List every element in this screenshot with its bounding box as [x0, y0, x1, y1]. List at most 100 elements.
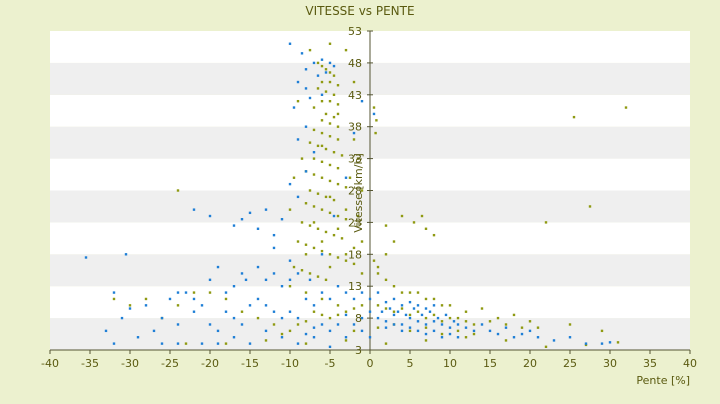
- y-tick-label: 18: [348, 248, 362, 261]
- data-point: [216, 329, 220, 333]
- data-point: [320, 323, 324, 326]
- data-point: [300, 221, 304, 224]
- data-point: [308, 141, 312, 144]
- data-point: [472, 329, 476, 333]
- data-point: [296, 316, 300, 320]
- data-point: [344, 291, 348, 294]
- data-point: [456, 329, 460, 333]
- data-point: [424, 332, 428, 336]
- data-point: [304, 291, 308, 294]
- data-point: [360, 99, 364, 103]
- data-point: [344, 208, 348, 211]
- data-points: [84, 42, 628, 349]
- data-point: [200, 304, 204, 307]
- data-point: [400, 291, 404, 294]
- data-point: [352, 329, 356, 333]
- data-point: [374, 131, 377, 135]
- data-point: [280, 316, 284, 320]
- data-point: [328, 122, 332, 125]
- data-point: [384, 278, 388, 282]
- data-point: [312, 304, 316, 307]
- data-point: [240, 323, 244, 326]
- data-point: [224, 291, 228, 294]
- data-point: [340, 237, 344, 240]
- data-point: [440, 336, 444, 339]
- data-point: [416, 310, 420, 313]
- data-point: [300, 269, 304, 272]
- data-point: [224, 310, 228, 313]
- data-point: [308, 48, 312, 52]
- data-point: [280, 285, 284, 288]
- data-point: [264, 208, 268, 211]
- data-point: [352, 307, 356, 310]
- data-point: [344, 186, 348, 189]
- data-point: [376, 265, 380, 269]
- data-point: [400, 214, 404, 218]
- data-point: [384, 342, 388, 345]
- data-point: [408, 329, 412, 333]
- data-point: [312, 157, 316, 160]
- data-point: [372, 112, 376, 116]
- data-point: [144, 304, 148, 307]
- data-point: [144, 297, 148, 301]
- data-point: [176, 304, 180, 307]
- data-point: [584, 342, 588, 345]
- data-point: [316, 61, 320, 65]
- data-point: [308, 224, 312, 227]
- data-point: [232, 224, 236, 227]
- data-point: [296, 195, 300, 199]
- data-point: [192, 297, 196, 301]
- data-point: [344, 176, 348, 179]
- data-point: [256, 297, 260, 301]
- data-point: [512, 336, 516, 339]
- data-point: [456, 336, 460, 339]
- data-point: [536, 326, 540, 329]
- x-tick-label: 25: [563, 357, 577, 370]
- data-point: [200, 342, 204, 345]
- data-point: [248, 304, 252, 307]
- data-point: [336, 166, 340, 170]
- data-point: [400, 323, 404, 326]
- x-axis-label: Pente [%]: [636, 374, 690, 387]
- data-point: [312, 205, 316, 208]
- data-point: [328, 211, 332, 215]
- data-point: [416, 320, 420, 323]
- data-point: [312, 246, 316, 250]
- data-point: [344, 218, 348, 221]
- data-point: [328, 163, 332, 167]
- data-point: [568, 336, 572, 339]
- data-point: [316, 74, 320, 77]
- data-point: [176, 342, 180, 345]
- data-point: [424, 339, 428, 342]
- data-point: [292, 106, 296, 109]
- data-point: [312, 310, 316, 313]
- data-point: [84, 256, 88, 259]
- data-point: [336, 323, 340, 326]
- data-point: [608, 341, 612, 344]
- data-point: [328, 253, 332, 256]
- data-point: [312, 106, 316, 109]
- data-point: [512, 313, 516, 317]
- data-point: [296, 240, 300, 243]
- data-point: [232, 316, 236, 320]
- data-point: [312, 128, 316, 132]
- data-point: [316, 192, 320, 195]
- data-point: [184, 342, 188, 345]
- data-point: [272, 323, 276, 326]
- data-point: [184, 291, 188, 294]
- data-point: [496, 316, 500, 320]
- data-point: [288, 310, 292, 313]
- data-point: [336, 182, 340, 186]
- data-point: [272, 233, 276, 237]
- data-point: [432, 329, 436, 333]
- data-point: [440, 323, 444, 326]
- data-point: [280, 218, 284, 221]
- data-point: [412, 307, 416, 310]
- data-point: [192, 291, 196, 294]
- data-point: [240, 218, 244, 221]
- data-point: [328, 265, 332, 269]
- x-tick-label: -10: [281, 357, 299, 370]
- data-point: [368, 336, 372, 339]
- data-point: [304, 170, 308, 173]
